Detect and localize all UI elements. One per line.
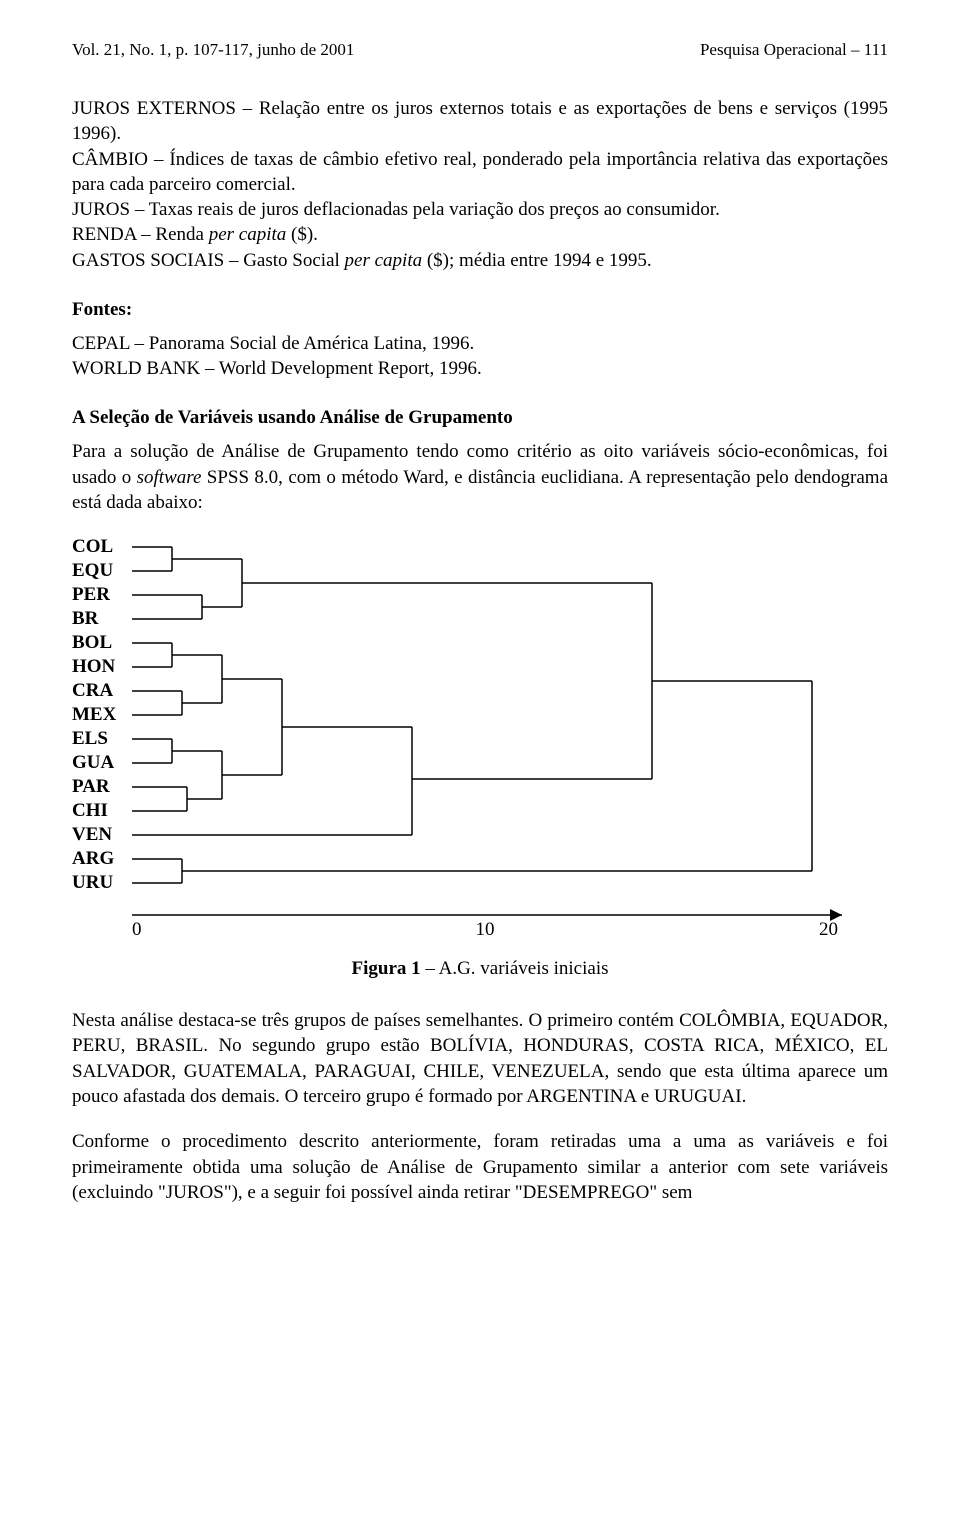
axis-tick-label: 0 (132, 919, 142, 935)
def-juros: JUROS – Taxas reais de juros deflacionad… (72, 199, 720, 220)
fontes-line1: CEPAL – Panorama Social de América Latin… (72, 333, 474, 354)
dendrogram-leaf-label: MEX (72, 703, 132, 727)
fontes-line2: WORLD BANK – World Development Report, 1… (72, 358, 482, 379)
dendrogram-leaf-label: ARG (72, 847, 132, 871)
section-para: Para a solução de Análise de Grupamento … (72, 439, 888, 515)
header-left: Vol. 21, No. 1, p. 107-117, junho de 200… (72, 40, 354, 60)
def-gastos-pre: GASTOS SOCIAIS – Gasto Social (72, 250, 345, 271)
paragraph-2: Nesta análise destaca-se três grupos de … (72, 1008, 888, 1109)
axis-tick-label: 10 (476, 919, 495, 935)
dendrogram-leaf-label: COL (72, 535, 132, 559)
dendrogram-leaf-label: PAR (72, 775, 132, 799)
figure-caption: Figura 1 – A.G. variáveis iniciais (72, 958, 888, 980)
dendrogram-leaf-label: HON (72, 655, 132, 679)
figure-caption-bold: Figura 1 (352, 958, 421, 979)
def-gastos-italic: per capita (345, 250, 423, 271)
dendrogram-leaf-label: PER (72, 583, 132, 607)
dendrogram-leaf-labels: COLEQUPERBRBOLHONCRAMEXELSGUAPARCHIVENAR… (72, 535, 132, 895)
dendrogram-leaf-label: VEN (72, 823, 132, 847)
page: Vol. 21, No. 1, p. 107-117, junho de 200… (0, 0, 960, 1518)
section-para-italic: software (137, 467, 202, 488)
dendrogram-leaf-label: BOL (72, 631, 132, 655)
def-renda-post: ($). (286, 224, 318, 245)
def-renda-pre: RENDA – Renda (72, 224, 209, 245)
dendrogram-leaf-label: ELS (72, 727, 132, 751)
def-juros-ext: JUROS EXTERNOS – Relação entre os juros … (72, 98, 888, 144)
figure-caption-rest: – A.G. variáveis iniciais (421, 958, 609, 979)
dendrogram-leaf-label: EQU (72, 559, 132, 583)
dendrogram-svg: 0 10 20 (132, 535, 852, 935)
definitions-block: JUROS EXTERNOS – Relação entre os juros … (72, 96, 888, 273)
dendrogram-leaf-label: CRA (72, 679, 132, 703)
def-cambio: CÂMBIO – Índices de taxas de câmbio efet… (72, 149, 888, 195)
dendrogram: COLEQUPERBRBOLHONCRAMEXELSGUAPARCHIVENAR… (72, 535, 888, 940)
dendrogram-leaf-label: GUA (72, 751, 132, 775)
fontes-title: Fontes: (72, 299, 888, 321)
dendrogram-leaf-label: CHI (72, 799, 132, 823)
def-gastos-post: ($); média entre 1994 e 1995. (422, 250, 652, 271)
header-right: Pesquisa Operacional – 111 (700, 40, 888, 60)
section-title: A Seleção de Variáveis usando Análise de… (72, 407, 888, 429)
paragraph-3: Conforme o procedimento descrito anterio… (72, 1129, 888, 1205)
dendrogram-svg-wrap: 0 10 20 (132, 535, 888, 940)
def-renda-italic: per capita (209, 224, 287, 245)
dendrogram-leaf-label: URU (72, 871, 132, 895)
fontes-block: CEPAL – Panorama Social de América Latin… (72, 331, 888, 382)
dendrogram-leaf-label: BR (72, 607, 132, 631)
axis-tick-label: 20 (819, 919, 838, 935)
running-header: Vol. 21, No. 1, p. 107-117, junho de 200… (72, 40, 888, 60)
